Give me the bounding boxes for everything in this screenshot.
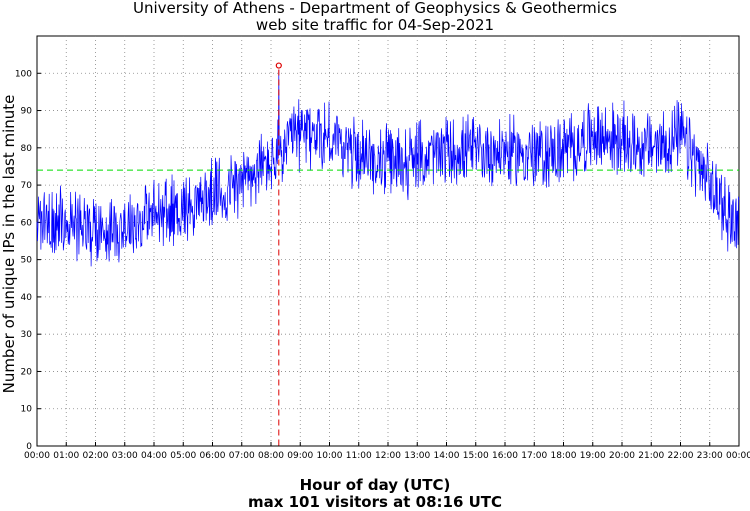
y-tick-label: 30 [21, 330, 33, 340]
traffic-series-line [36, 69, 740, 267]
x-tick-label: 05:00 [170, 451, 196, 461]
y-tick-label: 60 [21, 218, 33, 228]
x-tick-label: 00:00 [24, 451, 50, 461]
x-tick-label: 17:00 [521, 451, 547, 461]
x-tick-label: 19:00 [580, 451, 606, 461]
x-tick-label: 06:00 [200, 451, 226, 461]
x-tick-label: 03:00 [112, 451, 138, 461]
x-tick-label: 12:00 [375, 451, 401, 461]
x-tick-label: 01:00 [53, 451, 79, 461]
y-tick-label: 100 [15, 69, 32, 79]
x-tick-label: 16:00 [492, 451, 518, 461]
chart-subtitle: web site traffic for 04-Sep-2021 [255, 16, 495, 34]
x-tick-label: 08:00 [258, 451, 284, 461]
max-marker-point [275, 62, 282, 69]
x-tick-label: 23:00 [697, 451, 723, 461]
y-tick-label: 70 [21, 181, 33, 191]
x-tick-label: 04:00 [141, 451, 167, 461]
max-visitors-footer: max 101 visitors at 08:16 UTC [247, 493, 503, 511]
y-tick-label: 80 [21, 144, 33, 154]
x-tick-label: 20:00 [609, 451, 635, 461]
chart-title: University of Athens - Department of Geo… [133, 0, 617, 17]
x-tick-label: 13:00 [404, 451, 430, 461]
x-tick-label: 11:00 [346, 451, 372, 461]
x-tick-label: 07:00 [229, 451, 255, 461]
x-tick-label: 15:00 [463, 451, 489, 461]
y-tick-label: 10 [21, 405, 33, 415]
x-tick-label: 18:00 [551, 451, 577, 461]
x-axis-label: Hour of day (UTC) [299, 476, 451, 494]
x-tick-label: 02:00 [83, 451, 109, 461]
x-tick-label: 14:00 [434, 451, 460, 461]
x-tick-label: 21:00 [638, 451, 664, 461]
x-tick-label: 09:00 [287, 451, 313, 461]
y-tick-label: 20 [21, 367, 33, 377]
y-tick-label: 50 [21, 256, 33, 266]
y-tick-label: 40 [21, 293, 33, 303]
y-tick-label: 90 [21, 107, 33, 117]
x-tick-label: 10:00 [317, 451, 343, 461]
x-tick-label: 22:00 [668, 451, 694, 461]
y-tick-label: 0 [26, 442, 32, 452]
x-tick-label: 00:00 [726, 451, 750, 461]
